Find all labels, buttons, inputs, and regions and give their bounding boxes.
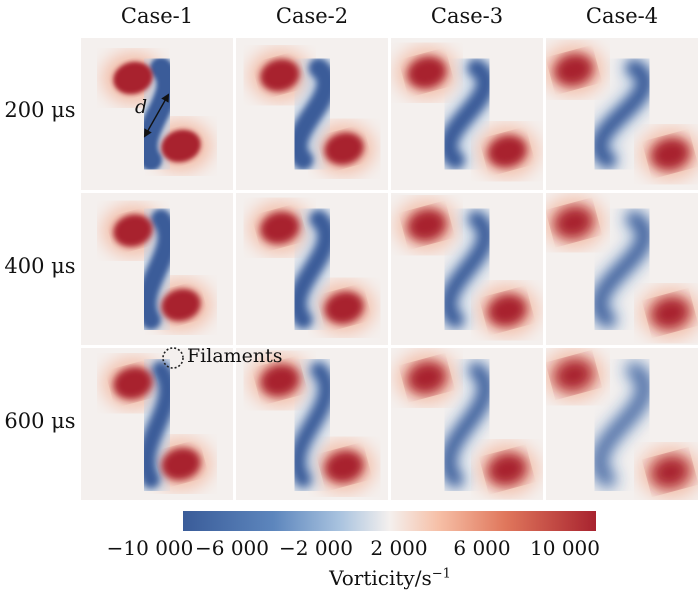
vorticity-panel [391, 38, 543, 190]
negative-vortex [592, 212, 652, 327]
positive-vortex [553, 53, 594, 87]
positive-vortex [113, 366, 153, 400]
positive-vortex [161, 129, 201, 163]
column-label-case-4: Case-4 [585, 4, 659, 28]
positive-vortex [113, 61, 153, 95]
positive-vortex [407, 56, 447, 89]
colorbar-tick: 10 000 [530, 536, 600, 560]
positive-vortex [260, 211, 300, 245]
colorbar-label: Vorticity/s−1 [0, 566, 700, 590]
colorbar-tick: −6 000 [194, 536, 270, 560]
negative-vortex [441, 363, 493, 487]
positive-vortex [161, 288, 201, 322]
row-label-400us: 400 μs [4, 254, 76, 278]
colorbar-tick: −10 000 [106, 536, 194, 560]
positive-vortex [324, 132, 364, 165]
colorbar [183, 511, 596, 531]
vorticity-panel [391, 348, 543, 500]
positive-vortex [407, 361, 447, 395]
positive-vortex [113, 214, 153, 247]
negative-vortex [591, 60, 653, 168]
negative-vortex [137, 361, 177, 489]
negative-vortex [136, 209, 178, 330]
colorbar-tick: 2 000 [370, 536, 428, 560]
vorticity-panel [81, 348, 233, 500]
filaments-label: Filaments [187, 345, 283, 367]
vorticity-panel [81, 193, 233, 345]
colorbar-tick: −2 000 [278, 536, 354, 560]
row-label-600us: 600 μs [4, 409, 76, 433]
column-label-case-3: Case-3 [430, 4, 504, 28]
positive-vortex [260, 364, 300, 397]
colorbar-label-exponent: −1 [431, 566, 451, 582]
negative-vortex [440, 211, 494, 328]
negative-vortex [288, 210, 336, 329]
column-label-case-1: Case-1 [120, 4, 194, 28]
colorbar-tick: 6 000 [453, 536, 511, 560]
vorticity-panel [546, 38, 698, 190]
vorticity-panel [391, 193, 543, 345]
positive-vortex [487, 135, 527, 168]
negative-vortex [593, 364, 651, 486]
positive-vortex [161, 447, 201, 481]
vorticity-panel [236, 38, 388, 190]
positive-vortex [650, 296, 691, 330]
vorticity-panel [236, 193, 388, 345]
positive-vortex [650, 455, 691, 489]
positive-vortex [260, 59, 300, 92]
row-label-200us: 200 μs [4, 98, 76, 122]
negative-vortex [439, 59, 495, 169]
distance-arrow [143, 93, 170, 138]
column-label-case-2: Case-2 [275, 4, 349, 28]
vorticity-panel [236, 348, 388, 500]
negative-vortex [289, 362, 335, 488]
positive-vortex [324, 291, 364, 324]
positive-vortex [487, 453, 527, 486]
vorticity-panel [546, 193, 698, 345]
positive-vortex [650, 137, 691, 171]
positive-vortex [553, 206, 594, 239]
distance-label: d [135, 96, 148, 118]
positive-vortex [324, 450, 364, 483]
positive-vortex [487, 294, 527, 327]
negative-vortex [287, 58, 337, 170]
positive-vortex [553, 358, 594, 392]
filaments-circle [162, 347, 184, 369]
positive-vortex [407, 208, 447, 242]
colorbar-label-text: Vorticity/s [329, 566, 432, 590]
vorticity-panel [546, 348, 698, 500]
